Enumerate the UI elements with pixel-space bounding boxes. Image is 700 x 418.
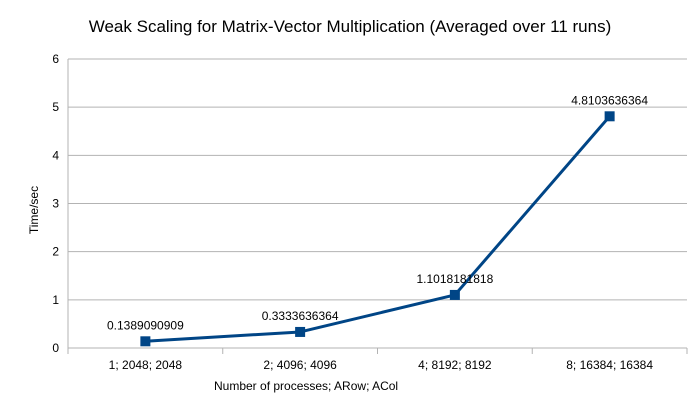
- y-axis-title: Time/sec: [27, 185, 41, 235]
- y-tick-label: 3: [52, 197, 59, 211]
- y-tick-label: 1: [52, 293, 59, 307]
- data-point: [604, 111, 615, 122]
- y-tick-label: 6: [52, 52, 59, 66]
- x-axis-title: Number of processes; ARow; ACol: [214, 379, 399, 393]
- y-tick-label: 5: [52, 100, 59, 114]
- data-label: 4.8103636364: [571, 93, 648, 107]
- y-tick-label: 0: [52, 341, 59, 355]
- y-tick-label: 4: [52, 148, 59, 162]
- data-point: [140, 336, 151, 347]
- chart-title: Weak Scaling for Matrix-Vector Multiplic…: [88, 17, 612, 36]
- data-label: 0.1389090909: [107, 318, 184, 332]
- x-tick-label: 8; 16384; 16384: [566, 358, 653, 372]
- data-point: [295, 326, 306, 337]
- data-label: 1.1018181818: [417, 272, 494, 286]
- data-point: [449, 289, 460, 300]
- x-tick-label: 2; 4096; 4096: [263, 358, 337, 372]
- data-label: 0.3333636364: [262, 309, 339, 323]
- x-tick-label: 4; 8192; 8192: [418, 358, 492, 372]
- series-line: [145, 115, 611, 343]
- x-tick-label: 1; 2048; 2048: [109, 358, 183, 372]
- y-tick-label: 2: [52, 245, 59, 259]
